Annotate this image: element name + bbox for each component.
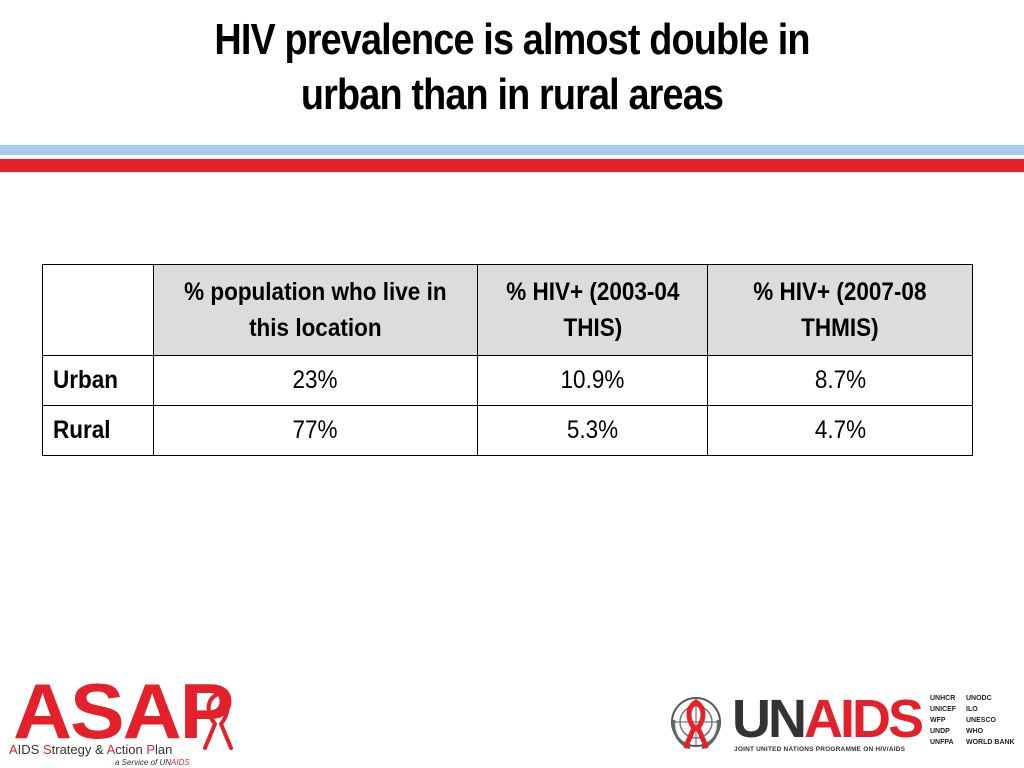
- cosponsor-name: WHO: [966, 728, 984, 735]
- title-line-2: urban than in rural areas: [300, 70, 724, 119]
- table-row-urban: Urban 23% 10.9% 8.7%: [42, 355, 973, 406]
- unaids-subtitle: JOINT UNITED NATIONS PROGRAMME ON HIV/AI…: [734, 746, 906, 753]
- unaids-wordmark: UNAIDS: [732, 689, 924, 749]
- cosponsor-name: UNFPA: [930, 739, 954, 746]
- cell-urban-hiv-2003-04: 10.9%: [476, 355, 709, 406]
- row-label-rural: Rural: [42, 405, 154, 456]
- row-label-urban: Urban: [42, 355, 154, 406]
- cosponsor-name: ILO: [966, 706, 978, 713]
- table-row-rural: Rural 77% 5.3% 4.7%: [42, 405, 973, 456]
- cell-rural-hiv-2007-08: 4.7%: [707, 405, 973, 456]
- red-ribbon-icon: [203, 692, 233, 750]
- slide-title: HIV prevalence is almost double in urban…: [72, 12, 953, 122]
- cosponsor-name: UNESCO: [966, 717, 996, 724]
- asap-logo: ASAP AIDS Strategy & Action Plan a Servi…: [5, 672, 245, 768]
- cosponsor-name: UNODC: [966, 695, 992, 702]
- asap-wordmark: ASAP: [13, 667, 234, 755]
- red-divider-bar: [0, 159, 1024, 172]
- column-header-hiv-2007-08: % HIV+ (2007-08 THMIS): [707, 264, 973, 356]
- blue-divider-bar: [0, 145, 1024, 155]
- asap-service-note: a Service of UNAIDS: [115, 758, 190, 767]
- unaids-logo: UNAIDS JOINT UNITED NATIONS PROGRAMME ON…: [664, 690, 1019, 760]
- cosponsor-name: UNDP: [930, 728, 950, 735]
- column-header-hiv-2003-04: % HIV+ (2003-04 THIS): [476, 264, 709, 356]
- column-header-population: % population who live in this location: [152, 264, 478, 356]
- prevalence-table: % population who live in this location %…: [42, 264, 973, 456]
- cosponsor-name: WORLD BANK: [966, 739, 1015, 746]
- cell-rural-hiv-2003-04: 5.3%: [476, 405, 709, 456]
- cosponsor-name: UNHCR: [930, 695, 956, 702]
- asap-tagline: AIDS Strategy & Action Plan: [9, 742, 173, 757]
- table-header-row: % population who live in this location %…: [42, 264, 973, 356]
- title-line-1: HIV prevalence is almost double in: [214, 15, 810, 64]
- cosponsor-name: WFP: [930, 717, 946, 724]
- cosponsor-list: UNHCR UNODC UNICEF ILO WFP UNESCO UNDP W…: [930, 693, 1016, 748]
- un-emblem-red-ribbon-icon: [671, 697, 721, 750]
- cell-urban-population: 23%: [152, 355, 478, 406]
- table-corner-cell: [42, 264, 154, 356]
- cell-rural-population: 77%: [152, 405, 478, 456]
- cell-urban-hiv-2007-08: 8.7%: [707, 355, 973, 406]
- cosponsor-name: UNICEF: [930, 706, 957, 713]
